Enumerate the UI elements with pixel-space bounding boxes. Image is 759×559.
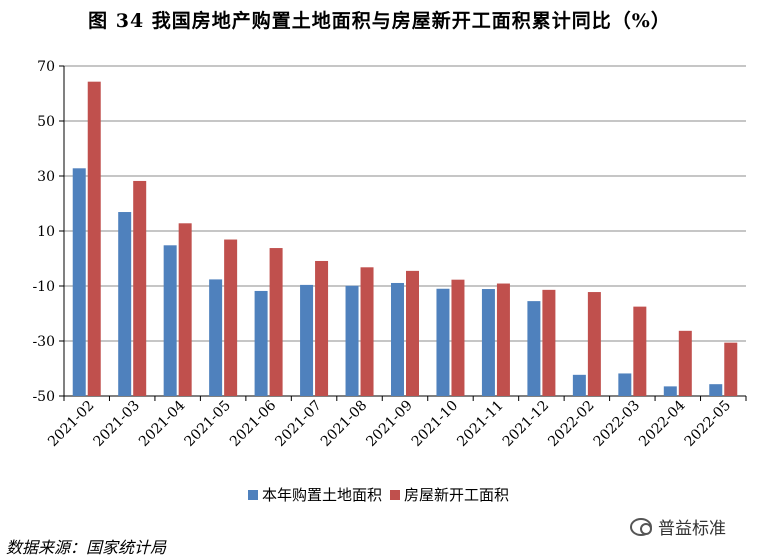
bar-land <box>618 373 632 396</box>
x-tick-label: 2021-07 <box>272 398 324 450</box>
y-tick-label: 70 <box>37 59 55 75</box>
bar-starts <box>133 180 147 396</box>
bar-chart: 70503010-10-30-502021-022021-032021-0420… <box>32 59 747 450</box>
x-tick-label: 2021-08 <box>318 398 370 450</box>
legend-label-land: 本年购置土地面积 <box>262 486 383 504</box>
bar-land <box>481 289 495 396</box>
y-tick-label: 30 <box>37 169 55 185</box>
bar-starts <box>587 292 601 396</box>
bar-land <box>209 279 223 396</box>
bar-starts <box>542 289 556 396</box>
bar-land <box>663 386 677 396</box>
bar-starts <box>178 223 192 396</box>
bar-land <box>118 212 132 396</box>
x-tick-label: 2022-05 <box>682 398 734 450</box>
bar-land <box>345 285 359 396</box>
wechat-icon <box>630 517 652 536</box>
y-tick-label: 10 <box>37 224 55 240</box>
x-tick-label: 2021-12 <box>500 398 552 450</box>
legend-swatch-starts <box>390 489 401 500</box>
bar-land <box>72 168 86 396</box>
bar-starts <box>496 283 510 396</box>
x-tick-label: 2021-05 <box>182 398 234 450</box>
legend-swatch-land <box>248 489 258 500</box>
bar-starts <box>269 248 283 396</box>
bar-land <box>254 290 268 396</box>
x-tick-label: 2022-02 <box>545 398 597 450</box>
bar-starts <box>678 330 692 396</box>
bar-starts <box>87 81 101 397</box>
watermark: 普益标准 <box>630 514 726 539</box>
bar-starts <box>224 239 238 396</box>
y-tick-label: 50 <box>37 114 55 130</box>
x-tick-label: 2021-03 <box>91 398 143 450</box>
bar-land <box>709 384 723 396</box>
bar-land <box>300 284 314 396</box>
x-tick-label: 2021-06 <box>227 397 280 450</box>
legend-item-land: 本年购置土地面积 <box>248 484 382 505</box>
bar-starts <box>633 306 647 396</box>
chart-legend: 本年购置土地面积 房屋新开工面积 <box>248 484 517 505</box>
bar-land <box>163 245 177 396</box>
x-tick-label: 2021-04 <box>136 397 189 450</box>
bar-land <box>572 374 586 396</box>
watermark-text: 普益标准 <box>658 519 726 539</box>
legend-label-starts: 房屋新开工面积 <box>404 486 510 504</box>
bar-starts <box>360 267 374 396</box>
y-tick-label: -30 <box>32 334 55 350</box>
bar-starts <box>451 279 465 396</box>
legend-item-starts: 房屋新开工面积 <box>390 484 509 505</box>
bar-land <box>527 301 541 396</box>
bar-starts <box>315 260 329 396</box>
bar-starts <box>406 270 419 396</box>
bar-starts <box>724 342 738 396</box>
bar-land <box>436 288 450 396</box>
y-tick-label: -10 <box>32 279 55 295</box>
x-tick-label: 2021-10 <box>409 398 461 450</box>
x-tick-label: 2022-03 <box>591 398 643 450</box>
data-source-note: 数据来源：国家统计局 <box>6 538 167 557</box>
x-tick-label: 2021-09 <box>363 398 415 450</box>
bar-land <box>391 282 404 396</box>
x-tick-label: 2021-11 <box>454 398 506 450</box>
x-tick-label: 2021-02 <box>45 398 97 450</box>
chart-title: 图 34 我国房地产购置土地面积与房屋新开工面积累计同比（%） <box>88 10 671 32</box>
x-tick-label: 2022-04 <box>636 397 689 450</box>
y-tick-label: -50 <box>32 389 55 405</box>
